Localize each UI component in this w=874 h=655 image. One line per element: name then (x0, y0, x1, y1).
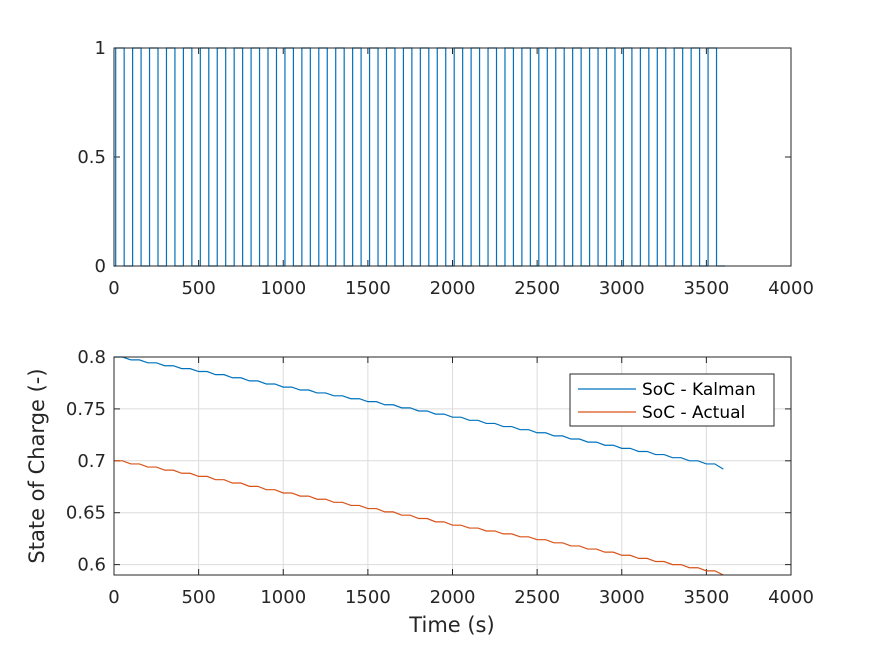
y-tick-label: 0.75 (66, 399, 106, 420)
x-tick-label: 3500 (683, 278, 729, 299)
x-tick-label: 2500 (514, 587, 560, 608)
x-tick-label: 4000 (768, 278, 814, 299)
x-tick-label: 2500 (514, 278, 560, 299)
x-tick-label: 500 (181, 278, 215, 299)
y-tick-label: 0.6 (77, 555, 106, 576)
x-tick-label: 0 (108, 587, 119, 608)
y-tick-labels: 00.51 (77, 38, 791, 277)
x-axis-label: Time (s) (408, 613, 494, 637)
soc-actual-series (114, 460, 724, 576)
x-tick-label: 4000 (768, 587, 814, 608)
x-tick-label: 0 (108, 278, 119, 299)
x-tick-label: 2000 (430, 587, 476, 608)
square-wave-axes: 0 500 1000 1500 2000 2500 3000 3500 4000 00.51 (77, 38, 814, 299)
x-tick-label: 3000 (599, 587, 645, 608)
soc-kalman-series (114, 356, 724, 470)
x-tick-label: 1000 (260, 587, 306, 608)
x-tick-label: 2000 (430, 278, 476, 299)
soc-axes: 0 500 1000 1500 2000 2500 3000 3500 4000 0.6 0.65… (25, 347, 814, 637)
x-tick-label: 500 (181, 587, 215, 608)
legend-label-kalman: SoC - Kalman (642, 380, 756, 400)
y-axis-label: State of Charge (-) (25, 368, 49, 563)
y-tick-label: 0 (95, 256, 106, 277)
y-tick-label: 0.7 (77, 451, 106, 472)
x-tick-label: 1500 (345, 278, 391, 299)
y-tick-label: 1 (95, 38, 106, 59)
y-tick-label: 0.8 (77, 347, 106, 368)
x-tick-label: 3500 (683, 587, 729, 608)
x-tick-label: 3000 (599, 278, 645, 299)
y-tick-label: 0.5 (77, 147, 106, 168)
x-tick-labels: 0 500 1000 1500 2000 2500 3000 3500 4000 (108, 48, 814, 299)
x-tick-label: 1000 (260, 278, 306, 299)
legend: SoC - Kalman SoC - Actual (569, 373, 775, 427)
x-tick-labels: 0 500 1000 1500 2000 2500 3000 3500 4000 (108, 357, 814, 608)
y-tick-labels: 0.6 0.65 0.7 0.75 0.8 (66, 347, 791, 576)
legend-label-actual: SoC - Actual (642, 403, 745, 423)
y-tick-label: 0.65 (66, 503, 106, 524)
x-tick-label: 1500 (345, 587, 391, 608)
